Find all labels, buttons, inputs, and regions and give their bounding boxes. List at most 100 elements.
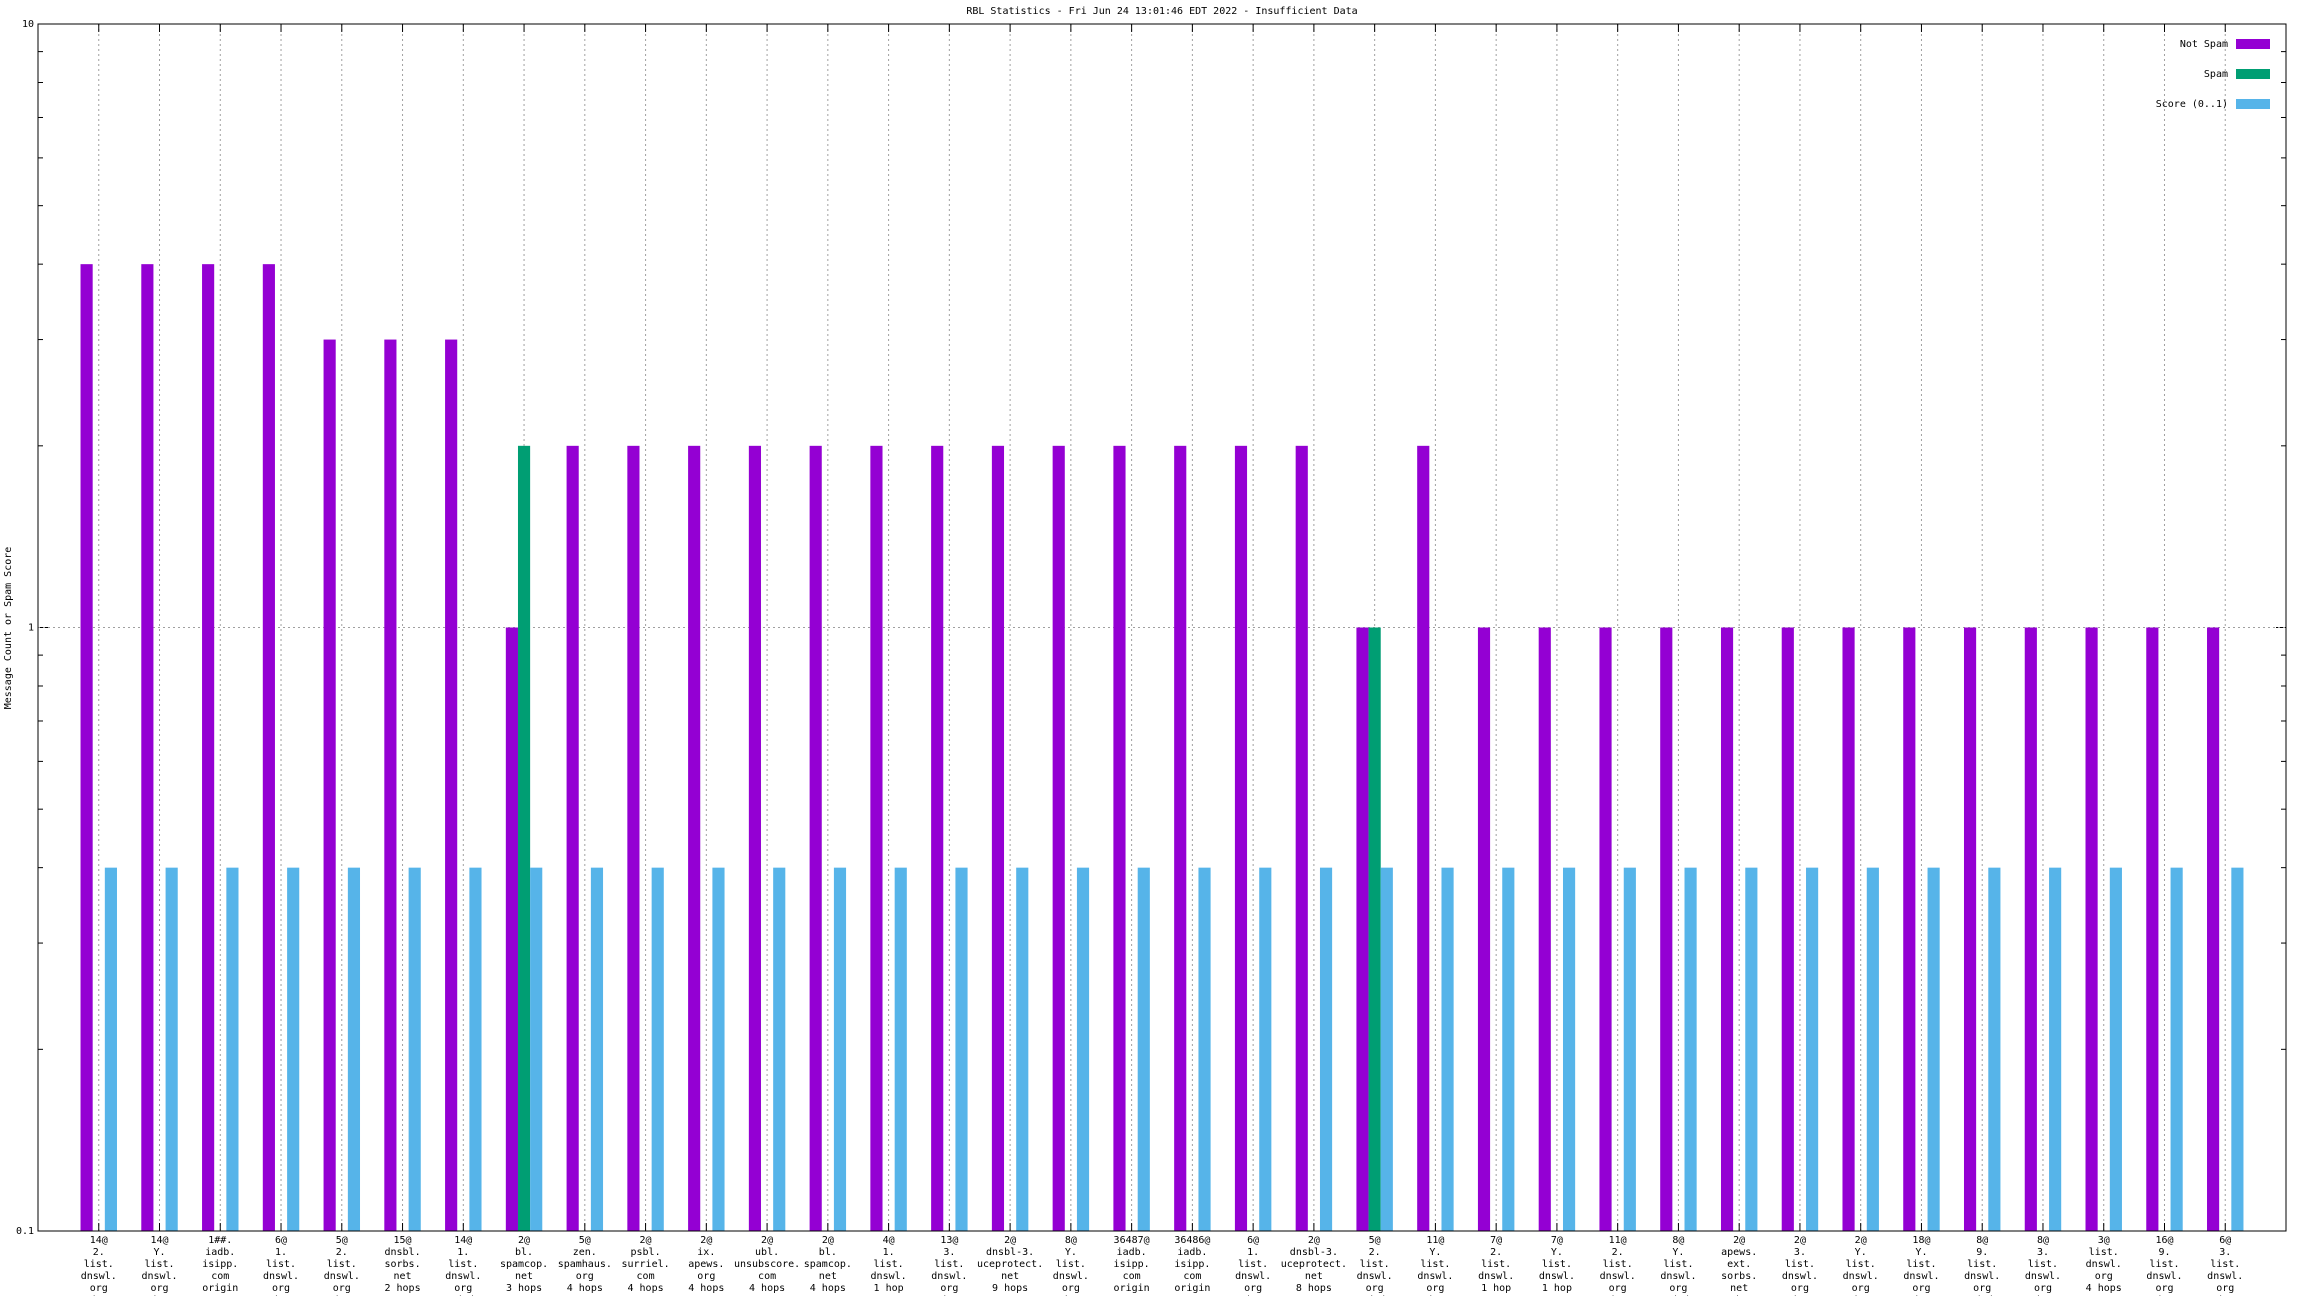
bar — [1599, 627, 1612, 1231]
legend-swatch — [2236, 69, 2270, 79]
bar — [1113, 445, 1126, 1232]
bar — [323, 339, 336, 1231]
bar — [104, 867, 117, 1231]
bar — [2049, 867, 2062, 1231]
bar — [1660, 627, 1673, 1231]
bar — [517, 445, 531, 1232]
y-tick-label: 0.1 — [16, 1226, 34, 1237]
bar — [165, 867, 178, 1231]
bar — [1781, 627, 1794, 1231]
x-tick-label: 36486@ iadb. isipp. com origin — [1174, 1235, 1210, 1294]
x-tick-label: 7@ Y. list. dnswl. 1 hop — [1539, 1235, 1575, 1294]
bar — [1963, 627, 1977, 1231]
bar — [262, 264, 275, 1231]
legend-swatch — [2236, 99, 2270, 109]
bar — [773, 867, 786, 1231]
bar — [991, 445, 1005, 1232]
bar — [2109, 867, 2122, 1231]
x-tick-label: 1##. iadb. isipp. com origin — [202, 1235, 238, 1294]
bar — [1866, 867, 1879, 1231]
bar — [1842, 627, 1855, 1231]
bar — [1052, 445, 1065, 1232]
bar — [1927, 867, 1940, 1231]
bar — [1259, 867, 1272, 1231]
bar — [505, 627, 518, 1231]
x-tick-label: 15@ dnsbl. sorbs. net 2 hops — [384, 1235, 420, 1294]
bar — [2146, 627, 2159, 1231]
bar — [202, 264, 215, 1231]
bar — [566, 445, 579, 1232]
bar — [1806, 867, 1819, 1231]
legend-label: Spam — [2204, 69, 2228, 80]
bar — [445, 339, 458, 1231]
bar — [1295, 445, 1308, 1232]
bar — [1380, 867, 1393, 1231]
bar — [1198, 867, 1211, 1231]
x-tick-label: 36487@ iadb. isipp. com origin — [1114, 1235, 1150, 1294]
bar — [2231, 867, 2244, 1231]
bar — [1319, 867, 1333, 1231]
bar — [469, 867, 482, 1231]
bar — [1368, 627, 1381, 1231]
bar — [2207, 627, 2220, 1231]
bar — [809, 445, 822, 1232]
chart-title: RBL Statistics - Fri Jun 24 13:01:46 EDT… — [966, 6, 1357, 17]
bar — [627, 445, 640, 1232]
legend-label: Not Spam — [2180, 39, 2228, 50]
bar — [2085, 627, 2098, 1231]
y-axis-label: Message Count or Spam Score — [3, 547, 14, 710]
bar — [651, 867, 664, 1231]
bar — [2024, 627, 2037, 1231]
bar — [141, 264, 154, 1231]
y-tick-label: 10 — [22, 19, 34, 30]
bar — [2170, 867, 2183, 1231]
bar — [1623, 867, 1636, 1231]
bar — [226, 867, 239, 1231]
bar — [1988, 867, 2001, 1231]
bar — [1720, 627, 1734, 1231]
bar — [1076, 867, 1090, 1231]
bar — [1502, 867, 1515, 1231]
x-tick-label: 2@ bl. spamcop. net 4 hops — [804, 1235, 852, 1294]
bar — [287, 867, 300, 1231]
bar — [530, 867, 543, 1231]
bar — [384, 339, 397, 1231]
x-tick-label: 5@ zen. spamhaus. org 4 hops — [558, 1235, 612, 1294]
bar — [1234, 445, 1248, 1232]
x-tick-label: 2@ bl. spamcop. net 3 hops — [500, 1235, 548, 1294]
x-tick-label: 3@ list. dnswl. org 4 hops — [2086, 1235, 2122, 1294]
bar — [408, 867, 421, 1231]
x-tick-label: 2@ ubl. unsubscore. com 4 hops — [734, 1235, 800, 1294]
bar — [1016, 867, 1029, 1231]
bar — [1174, 445, 1187, 1232]
legend-swatch — [2236, 39, 2270, 49]
plot-frame — [37, 23, 2287, 1232]
x-tick-label: 2@ ix. apews. org 4 hops — [688, 1235, 724, 1294]
bar — [80, 264, 93, 1231]
bar — [931, 445, 944, 1232]
bar — [1356, 627, 1369, 1231]
bar — [712, 867, 725, 1231]
bar — [870, 445, 883, 1232]
bar — [1684, 867, 1697, 1231]
bar — [1417, 445, 1430, 1232]
x-tick-label: 4@ 1. list. dnswl. 1 hop — [871, 1235, 907, 1294]
x-tick-label: 7@ 2. list. dnswl. 1 hop — [1478, 1235, 1514, 1294]
x-tick-label: 2@ dnsbl-3. uceprotect. net 9 hops — [977, 1235, 1043, 1294]
bar — [590, 867, 604, 1231]
x-tick-label: 2@ dnsbl-3. uceprotect. net 8 hops — [1281, 1235, 1347, 1294]
bar — [688, 445, 701, 1232]
bar — [1562, 867, 1576, 1231]
bar — [1441, 867, 1454, 1231]
bar — [1137, 867, 1150, 1231]
bar — [894, 867, 907, 1231]
bar — [955, 867, 968, 1231]
y-tick-label: 1 — [28, 623, 34, 634]
bar — [833, 867, 847, 1231]
x-tick-label: 2@ psbl. surriel. com 4 hops — [621, 1235, 669, 1294]
bar — [1477, 627, 1491, 1231]
bar — [1903, 627, 1916, 1231]
legend-label: Score (0..1) — [2156, 99, 2228, 110]
